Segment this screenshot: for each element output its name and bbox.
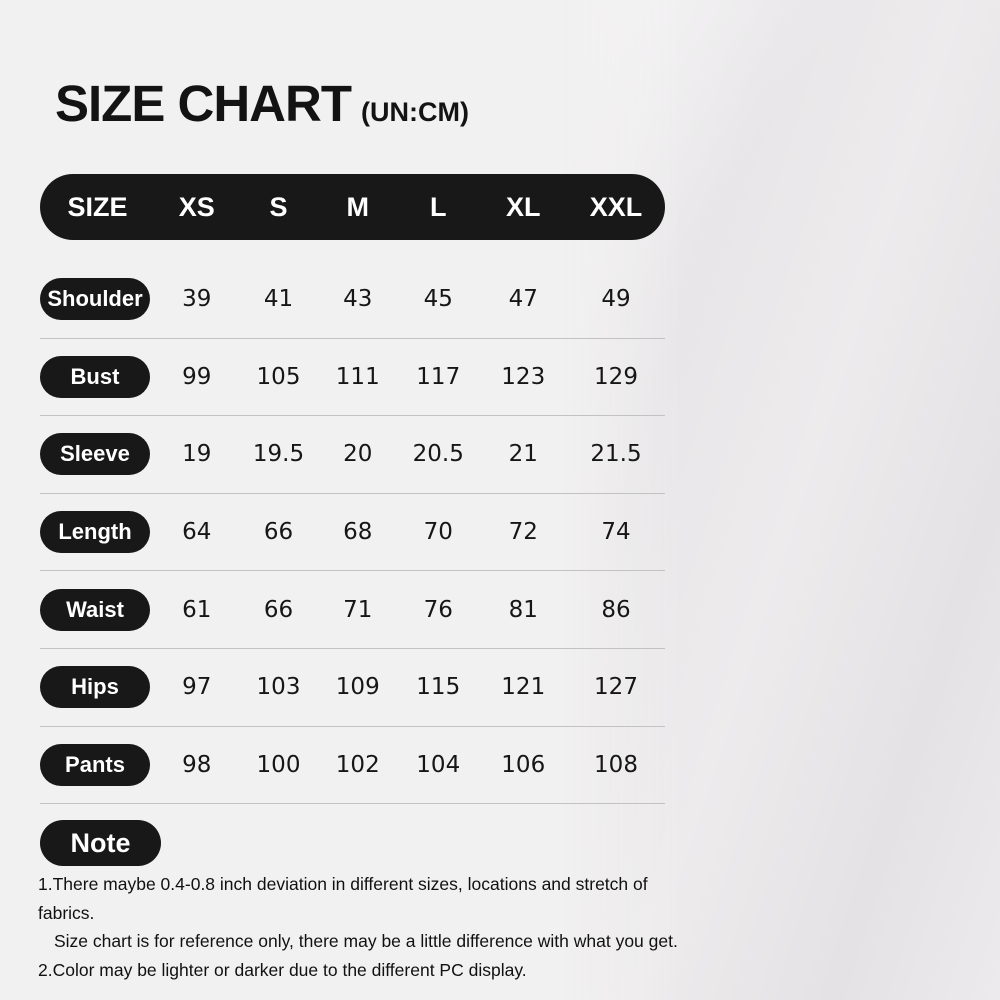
size-value: 49 bbox=[601, 286, 631, 313]
note-line: 1.There maybe 0.4-0.8 inch deviation in … bbox=[38, 874, 648, 923]
size-value: 99 bbox=[182, 363, 212, 390]
page-title-main: SIZE CHART bbox=[55, 75, 352, 132]
header-col-l: L bbox=[430, 191, 447, 222]
row-label-pill: Shoulder bbox=[40, 278, 150, 321]
size-value: 127 bbox=[594, 674, 638, 701]
size-table-body: Shoulder 39 41 43 45 47 49 Bust 99 105 111 117 123 12… bbox=[40, 261, 665, 805]
note-label: Note bbox=[70, 827, 131, 858]
size-value: 117 bbox=[416, 363, 461, 390]
size-value: 109 bbox=[335, 674, 380, 701]
size-value: 19.5 bbox=[252, 441, 305, 468]
header-col-xs: XS bbox=[178, 191, 215, 222]
size-value: 86 bbox=[601, 596, 631, 623]
note-line: Size chart is for reference only, there … bbox=[54, 931, 678, 951]
size-value: 68 bbox=[343, 519, 373, 546]
row-label-cell: Pants bbox=[40, 743, 155, 786]
row-label-pill: Bust bbox=[40, 355, 150, 398]
size-value: 43 bbox=[343, 286, 373, 313]
table-row: Pants 98 100 102 104 106 108 bbox=[40, 727, 665, 805]
row-label-cell: Hips bbox=[40, 666, 155, 709]
size-value: 121 bbox=[501, 674, 546, 701]
size-value: 103 bbox=[256, 674, 301, 701]
size-value: 81 bbox=[508, 596, 538, 623]
size-value: 66 bbox=[263, 519, 294, 546]
note-text: 1.There maybe 0.4-0.8 inch deviation in … bbox=[38, 870, 698, 984]
note-line: 2.Color may be lighter or darker due to … bbox=[38, 959, 527, 980]
table-row: Sleeve 19 19.5 20 20.5 21 21.5 bbox=[40, 416, 665, 494]
row-label-cell: Bust bbox=[40, 355, 155, 398]
size-table-header: SIZE XS S M L XL XXL bbox=[40, 174, 665, 240]
header-col-xl: XL bbox=[505, 191, 541, 222]
size-value: 106 bbox=[501, 751, 546, 778]
model-photo bbox=[560, 0, 1000, 1000]
table-row: Waist 61 66 71 76 81 86 bbox=[40, 571, 665, 649]
size-value: 108 bbox=[594, 751, 638, 778]
size-value: 20.5 bbox=[412, 441, 464, 468]
row-label-pill: Waist bbox=[40, 588, 150, 631]
row-label-cell: Waist bbox=[40, 588, 155, 631]
size-value: 74 bbox=[601, 519, 631, 546]
page-title-unit: (UN:CM) bbox=[361, 97, 469, 127]
size-value: 21.5 bbox=[590, 441, 642, 468]
row-label-pill: Length bbox=[40, 511, 150, 554]
size-value: 39 bbox=[182, 286, 212, 313]
row-label-cell: Sleeve bbox=[40, 433, 155, 476]
size-value: 47 bbox=[508, 286, 538, 313]
size-value: 20 bbox=[343, 441, 373, 468]
row-label-cell: Shoulder bbox=[40, 278, 155, 321]
row-label-pill: Hips bbox=[40, 666, 150, 709]
size-value: 104 bbox=[416, 751, 461, 778]
size-value: 102 bbox=[335, 751, 380, 778]
size-value: 61 bbox=[182, 596, 212, 623]
size-value: 98 bbox=[182, 751, 212, 778]
note-label-pill: Note bbox=[40, 820, 161, 866]
size-value: 123 bbox=[501, 363, 546, 390]
size-value: 76 bbox=[423, 596, 453, 623]
row-label-pill: Pants bbox=[40, 743, 150, 786]
size-value: 72 bbox=[508, 519, 538, 546]
size-value: 64 bbox=[182, 519, 212, 546]
size-value: 19 bbox=[182, 441, 212, 468]
header-col-m: M bbox=[346, 191, 370, 222]
size-value: 105 bbox=[256, 363, 301, 390]
size-value: 41 bbox=[263, 286, 294, 313]
header-col-xxl: XXL bbox=[589, 191, 643, 222]
size-value: 129 bbox=[594, 363, 638, 390]
row-label-cell: Length bbox=[40, 511, 155, 554]
table-row: Hips 97 103 109 115 121 127 bbox=[40, 649, 665, 727]
page-title: SIZE CHART (UN:CM) bbox=[55, 74, 469, 133]
size-value: 111 bbox=[335, 363, 380, 390]
size-value: 70 bbox=[423, 519, 453, 546]
table-row: Shoulder 39 41 43 45 47 49 bbox=[40, 261, 665, 339]
header-col-size: SIZE bbox=[67, 191, 128, 222]
size-value: 71 bbox=[343, 596, 373, 623]
row-label-pill: Sleeve bbox=[40, 433, 150, 476]
size-value: 97 bbox=[182, 674, 212, 701]
header-col-s: S bbox=[269, 191, 288, 222]
size-value: 115 bbox=[416, 674, 461, 701]
size-value: 100 bbox=[256, 751, 301, 778]
size-value: 66 bbox=[263, 596, 294, 623]
table-row: Length 64 66 68 70 72 74 bbox=[40, 494, 665, 572]
size-value: 21 bbox=[508, 441, 538, 468]
size-value: 45 bbox=[423, 286, 453, 313]
table-row: Bust 99 105 111 117 123 129 bbox=[40, 339, 665, 417]
